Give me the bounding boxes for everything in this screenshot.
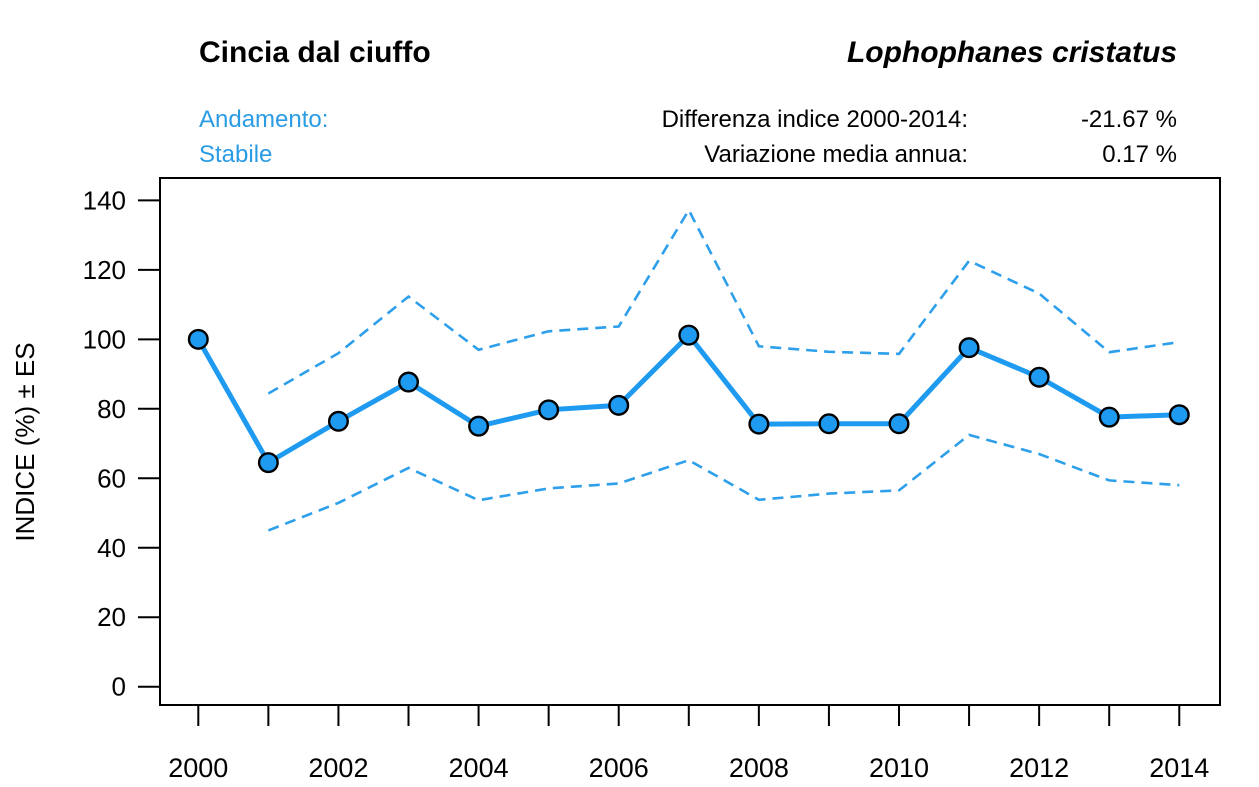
y-tick-label: 40 [97,533,126,563]
trend-label: Andamento: [199,106,329,133]
data-point-2004 [468,415,490,437]
y-tick-label: 120 [83,255,126,285]
stat-label: Variazione media annua: [704,141,968,168]
x-tick-label: 2000 [168,753,228,783]
x-tick-label: 2008 [729,753,789,783]
x-tick-label: 2002 [308,753,368,783]
index-series-line [196,331,1180,467]
trend-value: Stabile [199,141,273,168]
stat-row-annual-variation: Variazione media annua: 0.17 % [400,137,1177,172]
data-point-2009 [818,413,840,435]
species-common-name: Cincia dal ciuffo [199,36,431,69]
stat-label: Differenza indice 2000-2014: [661,106,968,133]
x-tick-label: 2012 [1009,753,1069,783]
data-point-2002 [327,410,349,432]
stats-block: Differenza indice 2000-2014: -21.67 % Va… [400,102,1177,172]
data-point-2008 [748,413,770,435]
data-point-2006 [608,394,630,416]
data-point-2000 [187,328,209,350]
species-scientific-name: Lophophanes cristatus [846,36,1177,69]
x-tick-label: 2004 [449,753,509,783]
data-point-2012 [1028,366,1050,388]
trend-block: Andamento: Stabile [199,102,328,172]
plot-frame [159,177,1221,706]
data-point-2014 [1168,404,1190,426]
y-tick-label: 100 [83,324,126,354]
y-tick-label: 140 [83,185,126,215]
data-point-2003 [398,371,420,393]
y-axis-title: INDICE (%) ± ES [10,342,40,541]
es-band-line [267,207,1180,395]
data-point-2010 [888,413,910,435]
data-point-2007 [678,324,700,346]
data-point-2011 [958,337,980,359]
data-point-2013 [1098,406,1120,428]
stat-value: 0.17 % [1102,141,1177,168]
data-point-2001 [257,452,279,474]
x-tick-label: 2010 [869,753,929,783]
y-tick-label: 0 [112,672,126,702]
y-tick-label: 80 [97,394,126,424]
x-tick-label: 2014 [1149,753,1209,783]
stat-value: -21.67 % [1080,106,1177,133]
stat-row-index-difference: Differenza indice 2000-2014: -21.67 % [400,102,1177,137]
y-tick-label: 20 [97,602,126,632]
es-band-line [267,433,1180,532]
y-tick-label: 60 [97,463,126,493]
x-tick-label: 2006 [589,753,649,783]
data-point-2005 [538,399,560,421]
